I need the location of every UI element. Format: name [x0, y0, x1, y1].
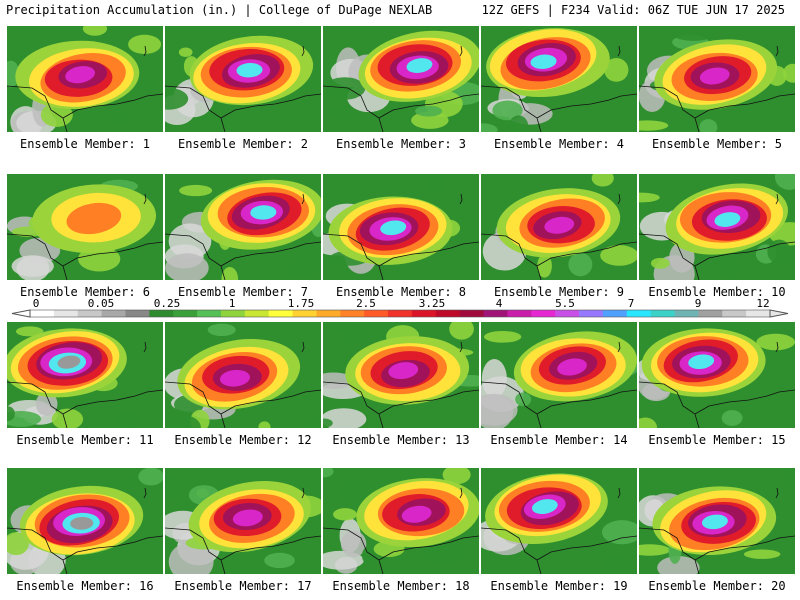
- colorbar-swatch: [292, 310, 317, 317]
- colorbar-swatch: [197, 310, 222, 317]
- colorbar-swatch: [507, 310, 532, 317]
- ensemble-member-label: Ensemble Member: 18: [332, 579, 470, 593]
- colorbar-swatch: [674, 310, 699, 317]
- ensemble-member-label: Ensemble Member: 12: [174, 433, 312, 447]
- colorbar-swatch: [149, 310, 174, 317]
- ensemble-member-label: Ensemble Member: 14: [490, 433, 628, 447]
- precip-map: [165, 26, 321, 132]
- colorbar-swatch: [459, 310, 485, 317]
- colorbar-swatch: [268, 310, 294, 317]
- precip-map: [7, 468, 163, 574]
- colorbar-swatch: [244, 310, 270, 317]
- ensemble-member-label: Ensemble Member: 1: [19, 137, 151, 151]
- colorbar-swatch: [411, 310, 437, 317]
- precip-map: [323, 322, 479, 428]
- precip-map: [639, 174, 795, 280]
- precip-map: [639, 26, 795, 132]
- colorbar-swatch: [483, 310, 508, 317]
- precip-map: [323, 174, 479, 280]
- colorbar-swatch: [30, 310, 55, 317]
- colorbar-swatch: [746, 310, 771, 317]
- ensemble-member-label: Ensemble Member: 3: [335, 137, 467, 151]
- model-valid-time: 12Z GEFS | F234 Valid: 06Z TUE JUN 17 20…: [481, 3, 785, 17]
- colorbar-swatch: [101, 310, 126, 317]
- ensemble-member-label: Ensemble Member: 6: [19, 285, 151, 299]
- ensemble-member-label: Ensemble Member: 10: [648, 285, 786, 299]
- colorbar-swatch: [698, 310, 723, 317]
- precip-map: [165, 174, 321, 280]
- ensemble-member-label: Ensemble Member: 2: [177, 137, 309, 151]
- map-title: Precipitation Accumulation (in.) | Colle…: [6, 3, 433, 17]
- colorbar-tick-label: 1.75: [287, 297, 315, 310]
- colorbar-swatch: [531, 310, 556, 317]
- colorbar-swatch: [53, 310, 79, 317]
- colorbar-tick-label: 7: [627, 297, 635, 310]
- ensemble-member-label: Ensemble Member: 13: [332, 433, 470, 447]
- ensemble-member-label: Ensemble Member: 9: [493, 285, 625, 299]
- ensemble-member-label: Ensemble Member: 15: [648, 433, 786, 447]
- precip-map: [7, 26, 163, 132]
- colorbar-swatch: [626, 310, 652, 317]
- ensemble-member-label: Ensemble Member: 4: [493, 137, 625, 151]
- colorbar-swatch: [173, 310, 198, 317]
- colorbar-swatch: [125, 310, 150, 317]
- colorbar-swatch: [316, 310, 341, 317]
- precip-map: [639, 322, 795, 428]
- ensemble-member-label: Ensemble Member: 11: [16, 433, 154, 447]
- colorbar-swatch: [435, 310, 461, 317]
- precip-map: [481, 26, 637, 132]
- colorbar-min-arrow: [11, 309, 31, 318]
- colorbar-tick-label: 0.05: [87, 297, 115, 310]
- ensemble-member-label: Ensemble Member: 7: [177, 285, 309, 299]
- colorbar-swatch: [388, 310, 413, 317]
- precip-map: [639, 468, 795, 574]
- colorbar-tick-label: 1: [228, 297, 236, 310]
- ensemble-member-label: Ensemble Member: 19: [490, 579, 628, 593]
- precip-map: [7, 174, 163, 280]
- colorbar-tick-label: 4: [495, 297, 503, 310]
- precip-map: [7, 322, 163, 428]
- ensemble-member-label: Ensemble Member: 17: [174, 579, 312, 593]
- colorbar-tick-label: 2.5: [356, 297, 376, 310]
- precip-map: [165, 468, 321, 574]
- colorbar-tick-label: 3.25: [418, 297, 446, 310]
- colorbar-swatch: [220, 310, 246, 317]
- colorbar-swatch: [579, 310, 604, 317]
- colorbar-swatch: [650, 310, 676, 317]
- colorbar-swatch: [77, 310, 103, 317]
- ensemble-member-label: Ensemble Member: 20: [648, 579, 786, 593]
- colorbar-tick-label: 0: [32, 297, 40, 310]
- colorbar-tick-label: 12: [756, 297, 770, 310]
- colorbar-tick-label: 0.25: [153, 297, 181, 310]
- precip-colorbar: [11, 309, 789, 318]
- precip-map: [323, 26, 479, 132]
- colorbar-tick-label: 9: [694, 297, 702, 310]
- colorbar-swatch: [722, 310, 747, 317]
- colorbar-swatch: [602, 310, 628, 317]
- ensemble-member-label: Ensemble Member: 16: [16, 579, 154, 593]
- colorbar-max-arrow: [769, 309, 789, 318]
- ensemble-member-label: Ensemble Member: 5: [651, 137, 783, 151]
- precip-map: [165, 322, 321, 428]
- colorbar-tick-label: 5.5: [555, 297, 575, 310]
- precip-map: [481, 174, 637, 280]
- precip-map: [323, 468, 479, 574]
- colorbar-swatch: [364, 310, 389, 317]
- precip-map: [481, 468, 637, 574]
- precip-map: [481, 322, 637, 428]
- ensemble-member-label: Ensemble Member: 8: [335, 285, 467, 299]
- colorbar-swatch: [555, 310, 580, 317]
- colorbar-swatch: [340, 310, 365, 317]
